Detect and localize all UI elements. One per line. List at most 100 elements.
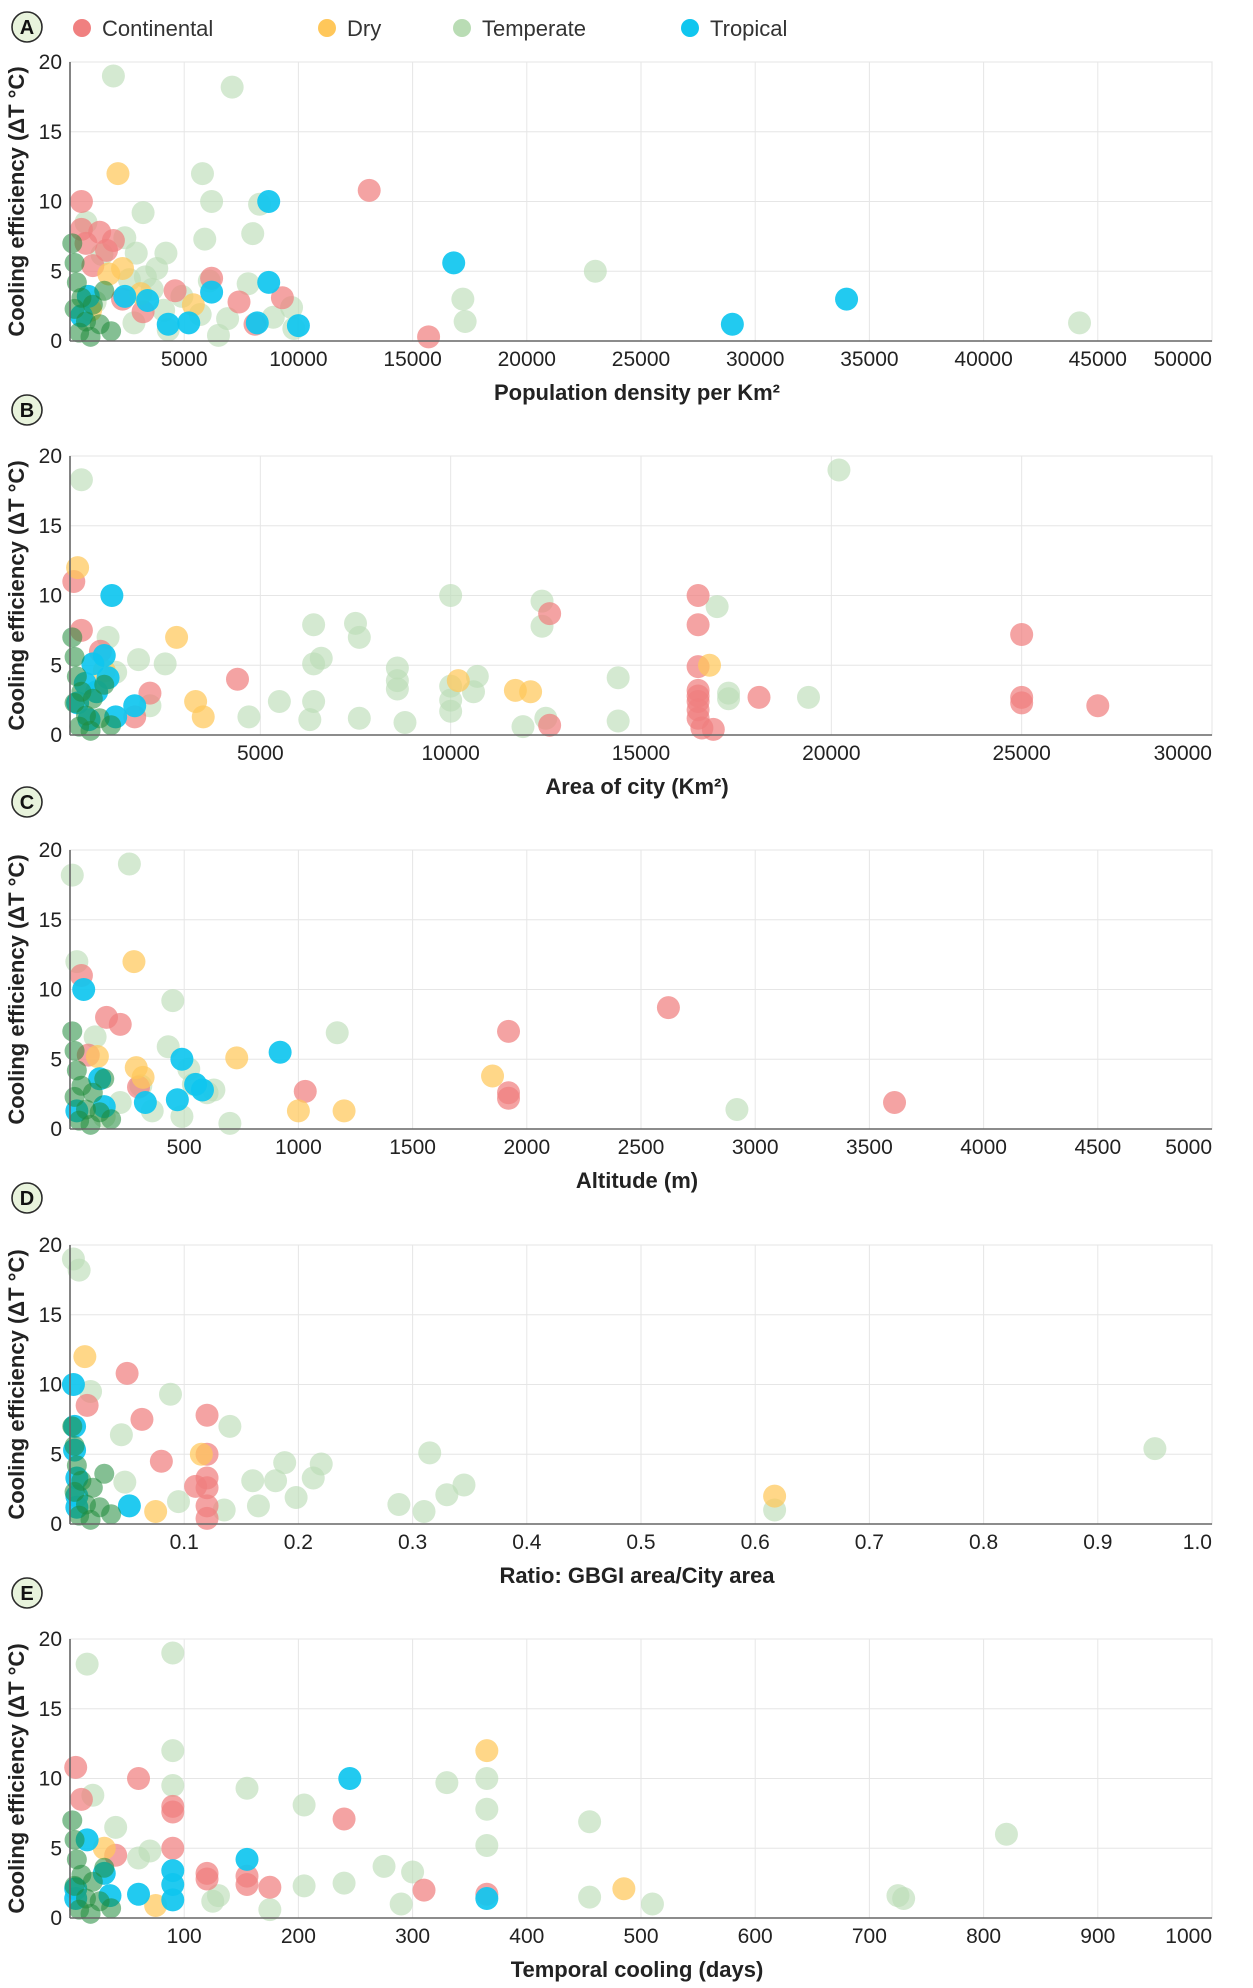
- point-temperate: [273, 1451, 297, 1475]
- point-continental: [195, 1506, 219, 1530]
- point-continental: [64, 1755, 88, 1779]
- y-tick-label: 10: [39, 1374, 62, 1397]
- point-temperate: [158, 1382, 182, 1406]
- point-continental: [161, 1836, 185, 1860]
- legend-item-tropical: Tropical: [681, 16, 787, 41]
- point-overlap-cluster: [82, 1082, 103, 1103]
- y-tick-label: 5: [50, 1837, 62, 1860]
- point-temperate: [161, 1739, 185, 1763]
- point-continental: [270, 286, 294, 310]
- point-overlap-cluster: [80, 720, 101, 741]
- y-tick-label: 5: [50, 654, 62, 677]
- y-tick-label: 20: [39, 51, 62, 74]
- point-temperate: [241, 222, 265, 246]
- y-axis-title: Cooling efficiency (ΔT °C): [4, 1249, 29, 1519]
- x-tick-label: 30000: [726, 348, 784, 371]
- point-overlap-cluster: [66, 1060, 87, 1081]
- point-continental: [1010, 623, 1034, 647]
- point-continental: [1086, 694, 1110, 718]
- point-temperate: [161, 989, 185, 1013]
- x-tick-label: 800: [966, 1925, 1001, 1948]
- point-temperate: [206, 1884, 230, 1908]
- point-dry: [475, 1739, 499, 1763]
- point-temperate: [193, 227, 217, 251]
- point-continental: [227, 290, 251, 314]
- point-temperate: [385, 677, 409, 701]
- point-tropical: [165, 1088, 189, 1112]
- point-overlap-cluster: [80, 1114, 101, 1135]
- y-tick-label: 5: [50, 1048, 62, 1071]
- x-tick-label: 500: [167, 1136, 202, 1159]
- point-temperate: [435, 1483, 459, 1507]
- point-dry: [481, 1064, 505, 1088]
- panel-a: A 0 5 10 15 20 5000 10000 15000 20000 25000 30000 35…: [4, 11, 1213, 405]
- point-temperate: [705, 595, 729, 619]
- x-tick-label: 4000: [960, 1136, 1007, 1159]
- point-continental: [417, 325, 441, 349]
- x-tick-label: 20000: [498, 348, 556, 371]
- point-tropical: [117, 1494, 141, 1518]
- point-temperate: [309, 646, 333, 670]
- point-temperate: [302, 613, 326, 637]
- point-continental: [258, 1875, 282, 1899]
- point-temperate: [69, 468, 93, 492]
- point-overlap-cluster: [62, 233, 83, 254]
- x-tick-label: 15000: [383, 348, 441, 371]
- x-tick-label: 0.1: [170, 1531, 199, 1554]
- point-temperate: [606, 666, 630, 690]
- point-temperate: [717, 687, 741, 711]
- point-temperate: [412, 1499, 436, 1523]
- point-tropical: [475, 1886, 499, 1910]
- point-temperate: [418, 1441, 442, 1465]
- y-tick-label: 10: [39, 1768, 62, 1791]
- point-temperate: [235, 1776, 259, 1800]
- point-dry: [189, 1442, 213, 1466]
- x-tick-label: 5000: [237, 742, 284, 765]
- point-continental: [115, 1361, 139, 1385]
- point-tropical: [286, 314, 310, 338]
- point-tropical: [268, 1040, 292, 1064]
- point-continental: [497, 1019, 521, 1043]
- point-dry: [66, 556, 90, 580]
- x-axis-title: Altitude (m): [576, 1168, 698, 1193]
- point-dry: [92, 1836, 116, 1860]
- x-tick-label: 0.3: [398, 1531, 427, 1554]
- svg-text:D: D: [20, 1188, 34, 1210]
- point-temperate: [302, 690, 326, 714]
- point-temperate: [452, 1473, 476, 1497]
- point-dry: [612, 1877, 636, 1901]
- point-continental: [235, 1864, 259, 1888]
- y-axis-title: Cooling efficiency (ΔT °C): [4, 1643, 29, 1913]
- y-axis-title: Cooling efficiency (ΔT °C): [4, 66, 29, 336]
- point-overlap-cluster: [62, 1021, 83, 1042]
- point-temperate: [578, 1885, 602, 1909]
- point-temperate: [75, 1652, 99, 1676]
- x-tick-label: 100: [167, 1925, 202, 1948]
- x-tick-label: 1000: [1165, 1925, 1212, 1948]
- point-continental: [225, 667, 249, 691]
- point-continental: [69, 1787, 93, 1811]
- legend-item-continental: Continental: [73, 16, 213, 41]
- scatter-points: [62, 1641, 1018, 1924]
- x-tick-label: 10000: [421, 742, 479, 765]
- point-overlap-cluster: [94, 1463, 115, 1484]
- x-tick-label: 0.4: [512, 1531, 542, 1554]
- panel-letter-e: E: [11, 1577, 43, 1609]
- point-dry: [97, 262, 121, 286]
- point-overlap-cluster: [94, 1857, 115, 1878]
- point-continental: [184, 1474, 208, 1498]
- legend-item-dry: Dry: [318, 16, 381, 41]
- point-overlap-cluster: [62, 627, 83, 648]
- point-temperate: [292, 1793, 316, 1817]
- point-dry: [144, 1499, 168, 1523]
- point-overlap-cluster: [64, 1435, 85, 1456]
- point-overlap-cluster: [66, 666, 87, 687]
- point-temperate: [475, 1767, 499, 1790]
- y-tick-label: 10: [39, 979, 62, 1002]
- point-temperate: [220, 75, 244, 99]
- point-temperate: [372, 1854, 396, 1878]
- svg-text:A: A: [20, 17, 34, 39]
- point-tropical: [136, 289, 160, 313]
- point-continental: [127, 1767, 151, 1790]
- point-continental: [656, 996, 680, 1020]
